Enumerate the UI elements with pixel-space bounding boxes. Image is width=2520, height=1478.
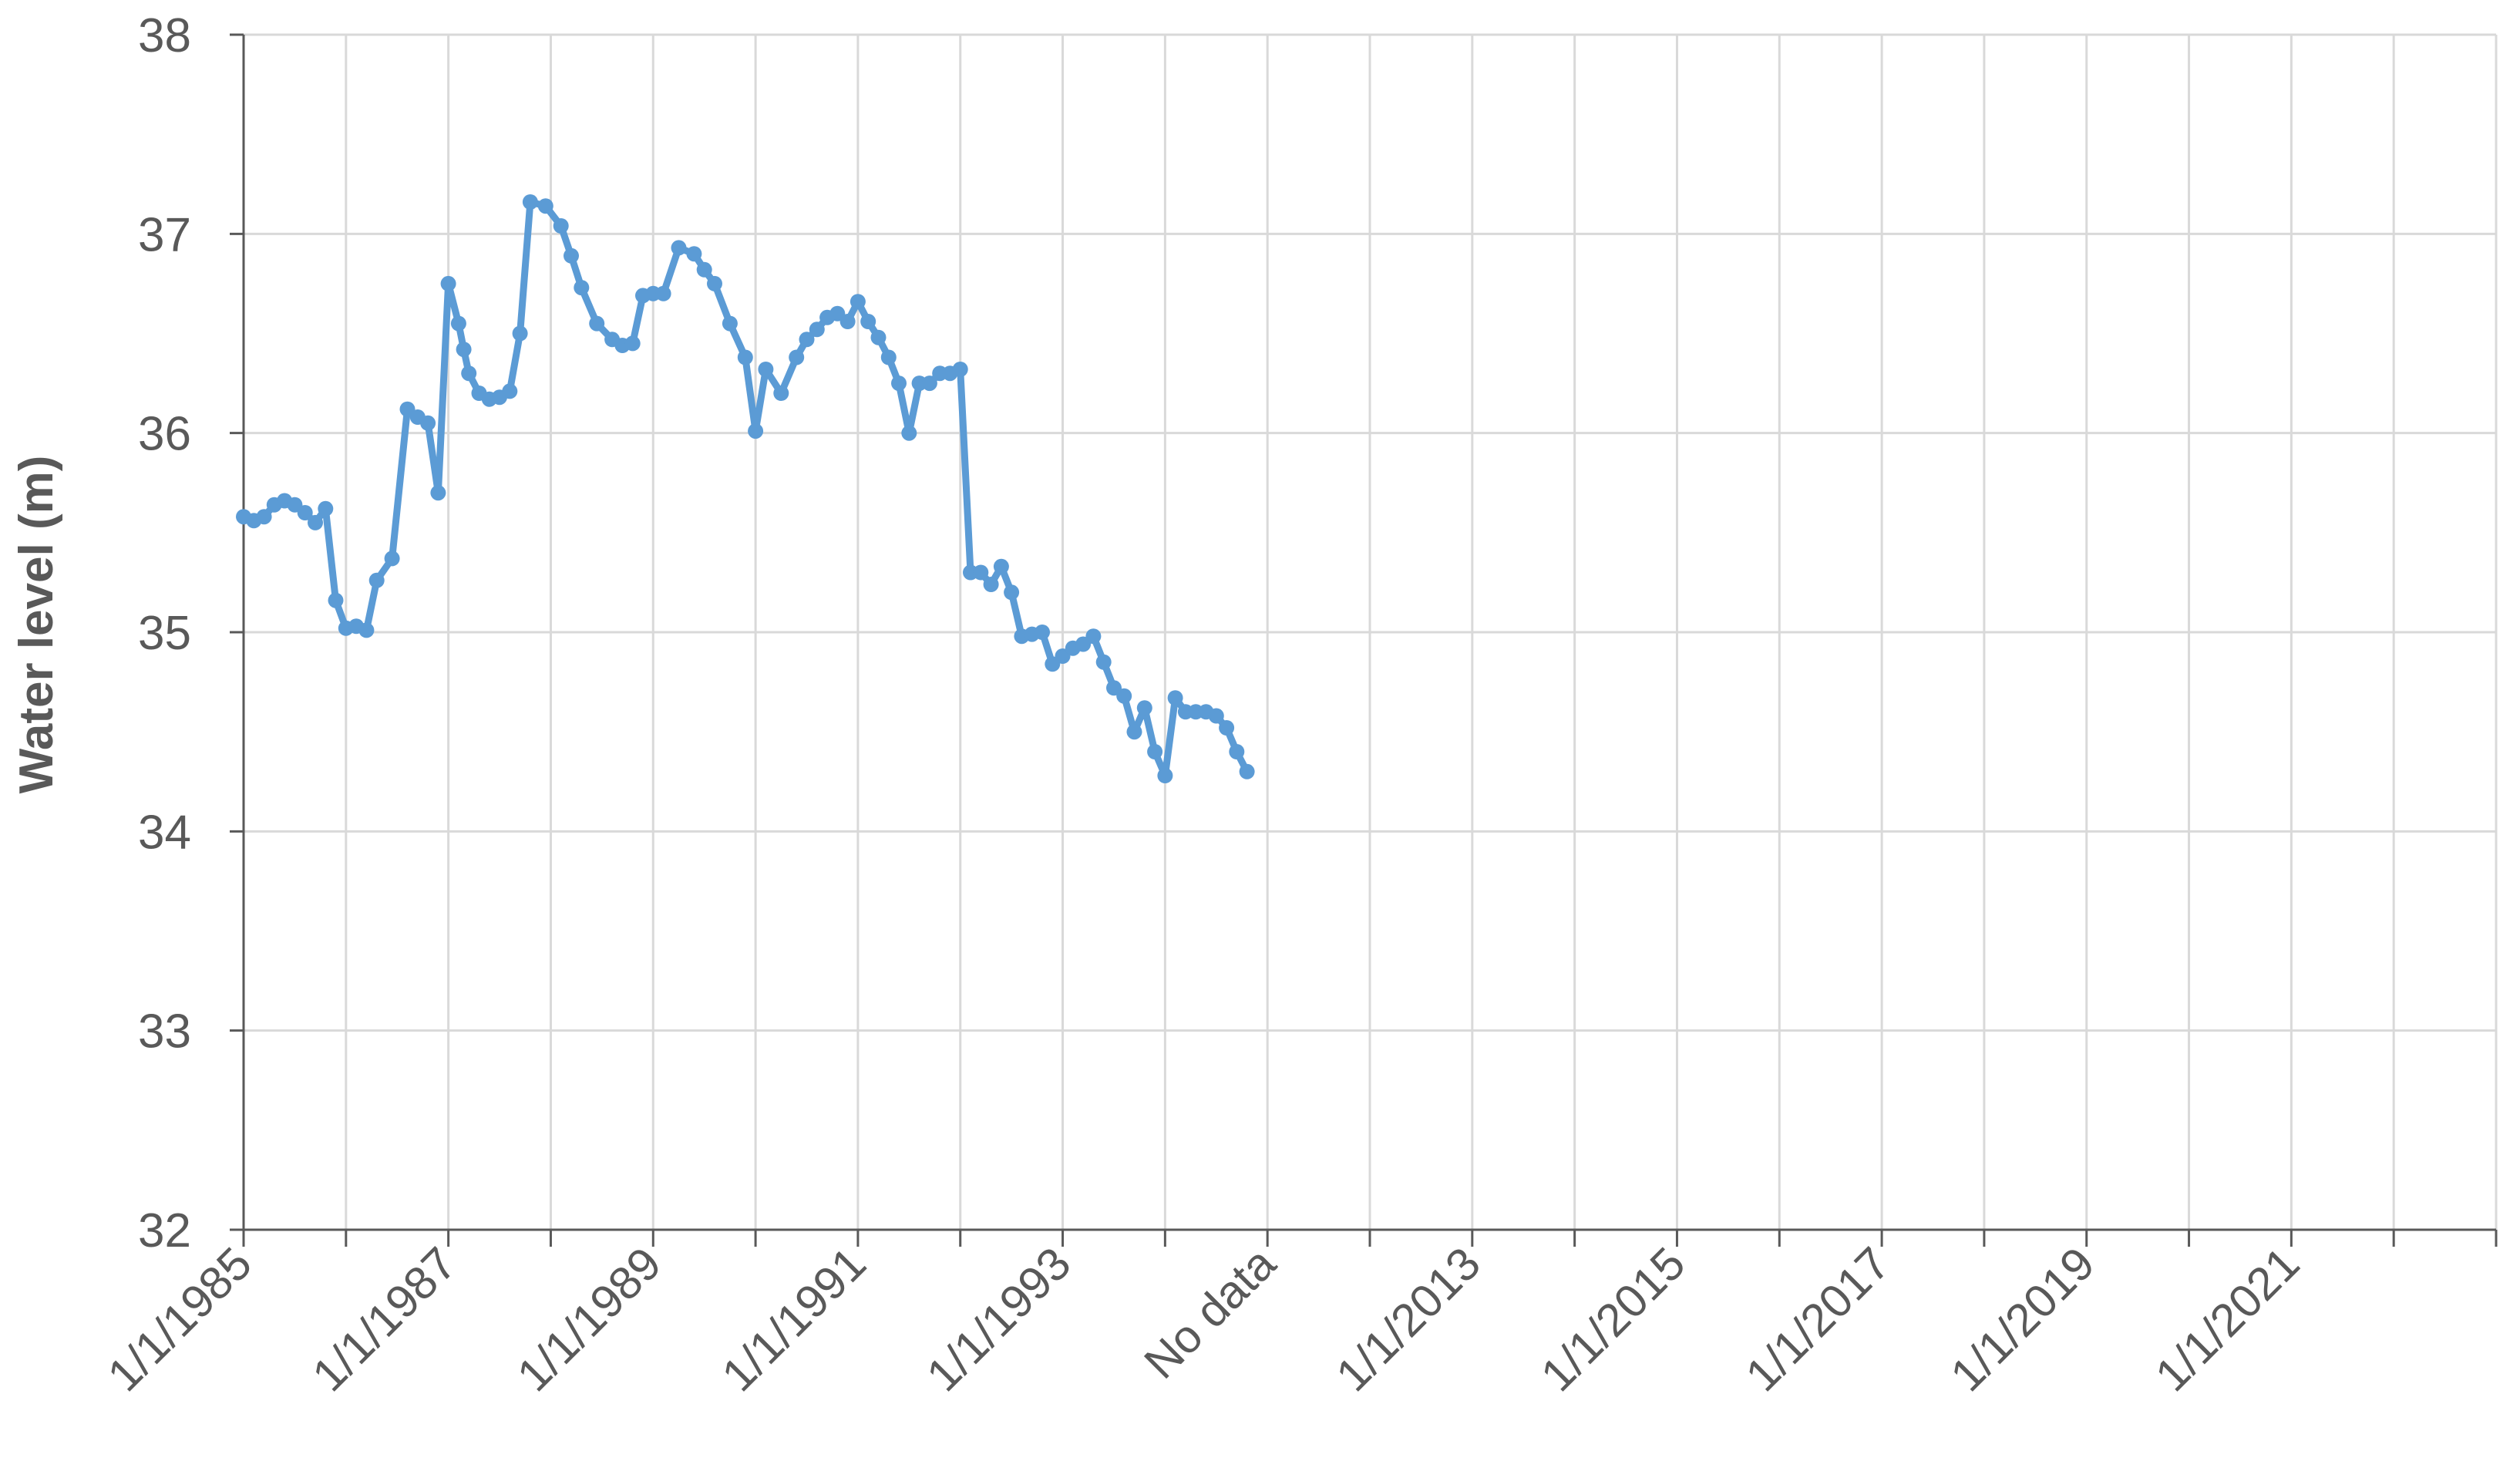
data-point xyxy=(993,558,1009,574)
data-point xyxy=(891,375,907,392)
y-tick-label: 38 xyxy=(138,9,191,62)
axes xyxy=(230,33,2498,1247)
x-tick-label: 1/1/2021 xyxy=(2145,1237,2310,1402)
y-tick-label: 34 xyxy=(138,806,191,859)
x-tick-label: 1/1/1985 xyxy=(98,1237,262,1402)
data-point xyxy=(384,550,400,567)
gridlines xyxy=(244,33,2498,1230)
data-point xyxy=(983,577,999,592)
data-point xyxy=(1095,654,1112,670)
data-point xyxy=(870,329,887,345)
data-point xyxy=(450,315,466,332)
data-point xyxy=(368,572,385,588)
data-point xyxy=(1208,708,1224,724)
data-point xyxy=(655,285,671,301)
data-point xyxy=(1126,724,1142,740)
data-point xyxy=(1147,744,1163,759)
data-point xyxy=(456,342,472,358)
data-point xyxy=(256,509,272,525)
x-tick-label: 1/1/1993 xyxy=(917,1237,1081,1402)
data-point xyxy=(1167,690,1183,706)
data-point xyxy=(1239,763,1255,779)
data-point xyxy=(553,218,569,234)
water-level-series xyxy=(236,194,1255,783)
data-point xyxy=(758,362,774,377)
data-point xyxy=(328,592,344,608)
data-point xyxy=(880,349,897,365)
data-point xyxy=(574,280,590,296)
x-tick-labels: 1/1/1985 1/1/1987 1/1/1989 1/1/1991 1/1/1993… xyxy=(98,1237,2310,1401)
data-point xyxy=(297,505,313,520)
data-point xyxy=(686,246,702,262)
data-point xyxy=(860,314,876,329)
x-tick-label: 1/1/2019 xyxy=(1940,1237,2104,1402)
data-point xyxy=(502,383,518,399)
data-point xyxy=(1136,700,1152,716)
data-point xyxy=(748,423,764,439)
x-tick-label: 1/1/1987 xyxy=(302,1237,466,1402)
data-point xyxy=(722,315,738,332)
data-point xyxy=(973,564,989,581)
data-point xyxy=(1229,744,1245,759)
y-tick-label: 32 xyxy=(138,1204,191,1257)
data-point xyxy=(1085,628,1102,645)
data-point xyxy=(799,332,815,348)
data-point xyxy=(1157,768,1173,783)
data-point xyxy=(589,315,605,332)
x-tick-label: 1/1/1989 xyxy=(507,1237,671,1402)
data-point xyxy=(921,375,937,392)
y-tick-label: 35 xyxy=(138,607,191,660)
data-point xyxy=(1219,720,1235,736)
x-tick-label: 1/1/2017 xyxy=(1736,1237,1900,1402)
data-point xyxy=(707,275,722,291)
data-point xyxy=(358,622,375,638)
data-point xyxy=(901,425,917,441)
x-tick-label: 1/1/2015 xyxy=(1531,1237,1695,1402)
x-tick-label: 1/1/2013 xyxy=(1326,1237,1490,1402)
x-tick-label: 1/1/1991 xyxy=(712,1237,876,1402)
data-point xyxy=(564,247,579,264)
y-tick-labels: 32 33 34 35 36 37 38 xyxy=(138,9,191,1257)
x-tick-label: No data xyxy=(1134,1237,1285,1388)
y-tick-label: 33 xyxy=(138,1005,191,1059)
data-point xyxy=(420,415,436,431)
data-point xyxy=(1004,584,1020,601)
data-point xyxy=(624,335,641,352)
data-point xyxy=(737,349,753,365)
data-point xyxy=(522,194,538,210)
data-point xyxy=(318,500,334,517)
data-point xyxy=(461,365,477,382)
data-point xyxy=(430,485,446,501)
data-point xyxy=(537,198,553,214)
data-point xyxy=(1035,625,1050,640)
data-point xyxy=(696,261,712,278)
y-tick-label: 36 xyxy=(138,408,191,461)
y-tick-label: 37 xyxy=(138,208,191,261)
data-point xyxy=(773,385,789,401)
data-point xyxy=(1116,688,1132,704)
series-line xyxy=(240,198,1251,779)
y-axis-title: Water level (m) xyxy=(10,456,63,794)
data-point xyxy=(308,514,323,530)
data-point xyxy=(671,240,687,256)
data-point xyxy=(512,325,528,342)
data-point xyxy=(839,314,856,329)
data-point xyxy=(440,275,456,291)
data-point xyxy=(952,362,968,377)
data-point xyxy=(850,294,866,310)
data-point xyxy=(789,349,805,365)
data-point xyxy=(809,322,825,338)
